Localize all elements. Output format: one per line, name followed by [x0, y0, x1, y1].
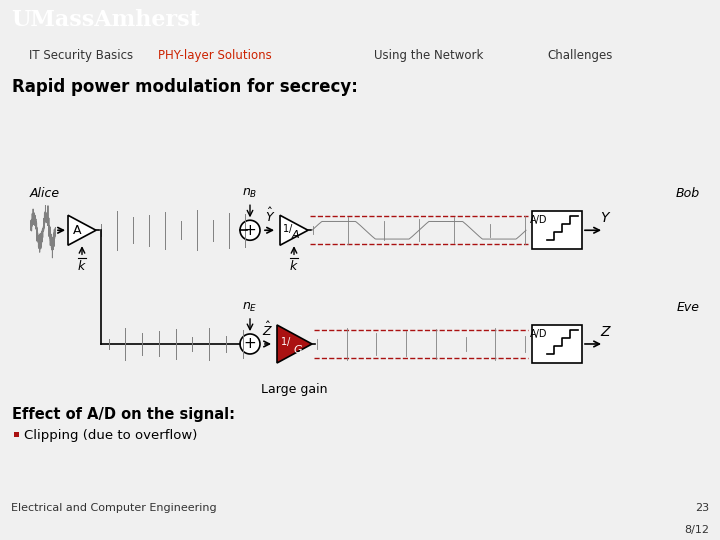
Text: $n_E$: $n_E$	[243, 301, 258, 314]
Text: $n_B$: $n_B$	[243, 187, 258, 200]
Text: $k$: $k$	[77, 259, 87, 273]
Bar	[14, 433, 19, 437]
Polygon shape	[280, 215, 308, 245]
Text: A/D: A/D	[530, 215, 548, 225]
Circle shape	[240, 334, 260, 354]
Text: Using the Network: Using the Network	[374, 49, 484, 62]
Text: A/D: A/D	[530, 329, 548, 339]
Text: IT Security Basics: IT Security Basics	[29, 49, 133, 62]
Text: Effect of A/D on the signal:: Effect of A/D on the signal:	[12, 408, 235, 422]
Polygon shape	[68, 215, 96, 245]
Text: $1/$: $1/$	[282, 222, 294, 235]
Text: +: +	[243, 223, 256, 238]
Text: Large gain: Large gain	[261, 383, 328, 396]
FancyBboxPatch shape	[532, 211, 582, 249]
Text: A: A	[73, 224, 81, 237]
Text: $A$: $A$	[292, 228, 301, 240]
Text: $k$: $k$	[289, 259, 299, 273]
Text: Challenges: Challenges	[547, 49, 613, 62]
Text: 8/12: 8/12	[684, 525, 709, 535]
Polygon shape	[277, 325, 312, 363]
FancyBboxPatch shape	[532, 325, 582, 363]
Text: 23: 23	[695, 503, 709, 514]
Text: Clipping (due to overflow): Clipping (due to overflow)	[24, 429, 197, 442]
Circle shape	[240, 220, 260, 240]
Text: Eve: Eve	[677, 301, 700, 314]
Text: $Y$: $Y$	[600, 211, 611, 225]
Text: Electrical and Computer Engineering: Electrical and Computer Engineering	[11, 503, 217, 514]
Text: Alice: Alice	[30, 187, 60, 200]
Text: PHY-layer Solutions: PHY-layer Solutions	[158, 49, 272, 62]
Text: Rapid power modulation for secrecy:: Rapid power modulation for secrecy:	[12, 78, 358, 96]
Text: $1/$: $1/$	[280, 335, 292, 348]
Text: Bob: Bob	[676, 187, 700, 200]
Text: +: +	[243, 336, 256, 352]
Text: $\hat{Z}$: $\hat{Z}$	[263, 321, 274, 339]
Text: UMassAmherst: UMassAmherst	[11, 9, 199, 31]
Text: $G$: $G$	[293, 343, 303, 355]
Text: $\hat{Y}$: $\hat{Y}$	[265, 207, 275, 225]
Text: $Z$: $Z$	[600, 325, 612, 339]
